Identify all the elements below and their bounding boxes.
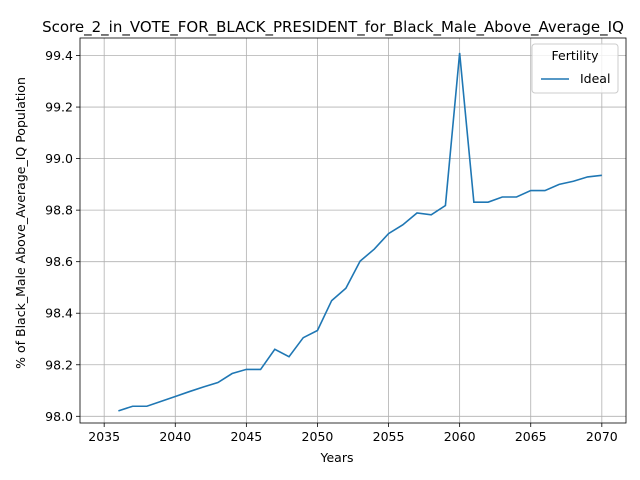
legend-title: Fertility [552,48,600,63]
y-tick-label: 98.4 [45,306,73,321]
legend-label-ideal: Ideal [580,71,610,86]
x-tick-label: 2065 [515,429,547,444]
x-tick-label: 2040 [159,429,191,444]
grid [80,38,626,423]
y-tick-label: 99.2 [45,100,73,115]
y-tick-label: 98.8 [45,203,73,218]
x-tick-label: 2055 [373,429,405,444]
chart-title: Score_2_in_VOTE_FOR_BLACK_PRESIDENT_for_… [42,18,624,37]
y-tick-label: 98.6 [45,254,73,269]
series-line-ideal [118,52,602,412]
y-tick-label: 99.0 [45,151,73,166]
x-tick-label: 2050 [302,429,334,444]
plot-area [79,37,627,424]
legend-box [531,43,619,94]
y-tick-label: 98.2 [45,357,73,372]
legend: Fertility Ideal [531,43,619,94]
x-tick-label: 2060 [444,429,476,444]
y-axis-label: % of Black_Male Above_Average_IQ Populat… [13,77,28,369]
x-tick-label: 2045 [230,429,262,444]
x-tick-label: 2070 [586,429,618,444]
x-tick-label: 2035 [88,429,120,444]
y-tick-label: 99.4 [45,48,73,63]
axis-ticks: 2035 2040 2045 2050 2055 2060 2065 2070 98.0 98.2… [45,48,618,444]
y-tick-label: 98.0 [45,409,73,424]
x-axis-label: Years [320,450,354,465]
